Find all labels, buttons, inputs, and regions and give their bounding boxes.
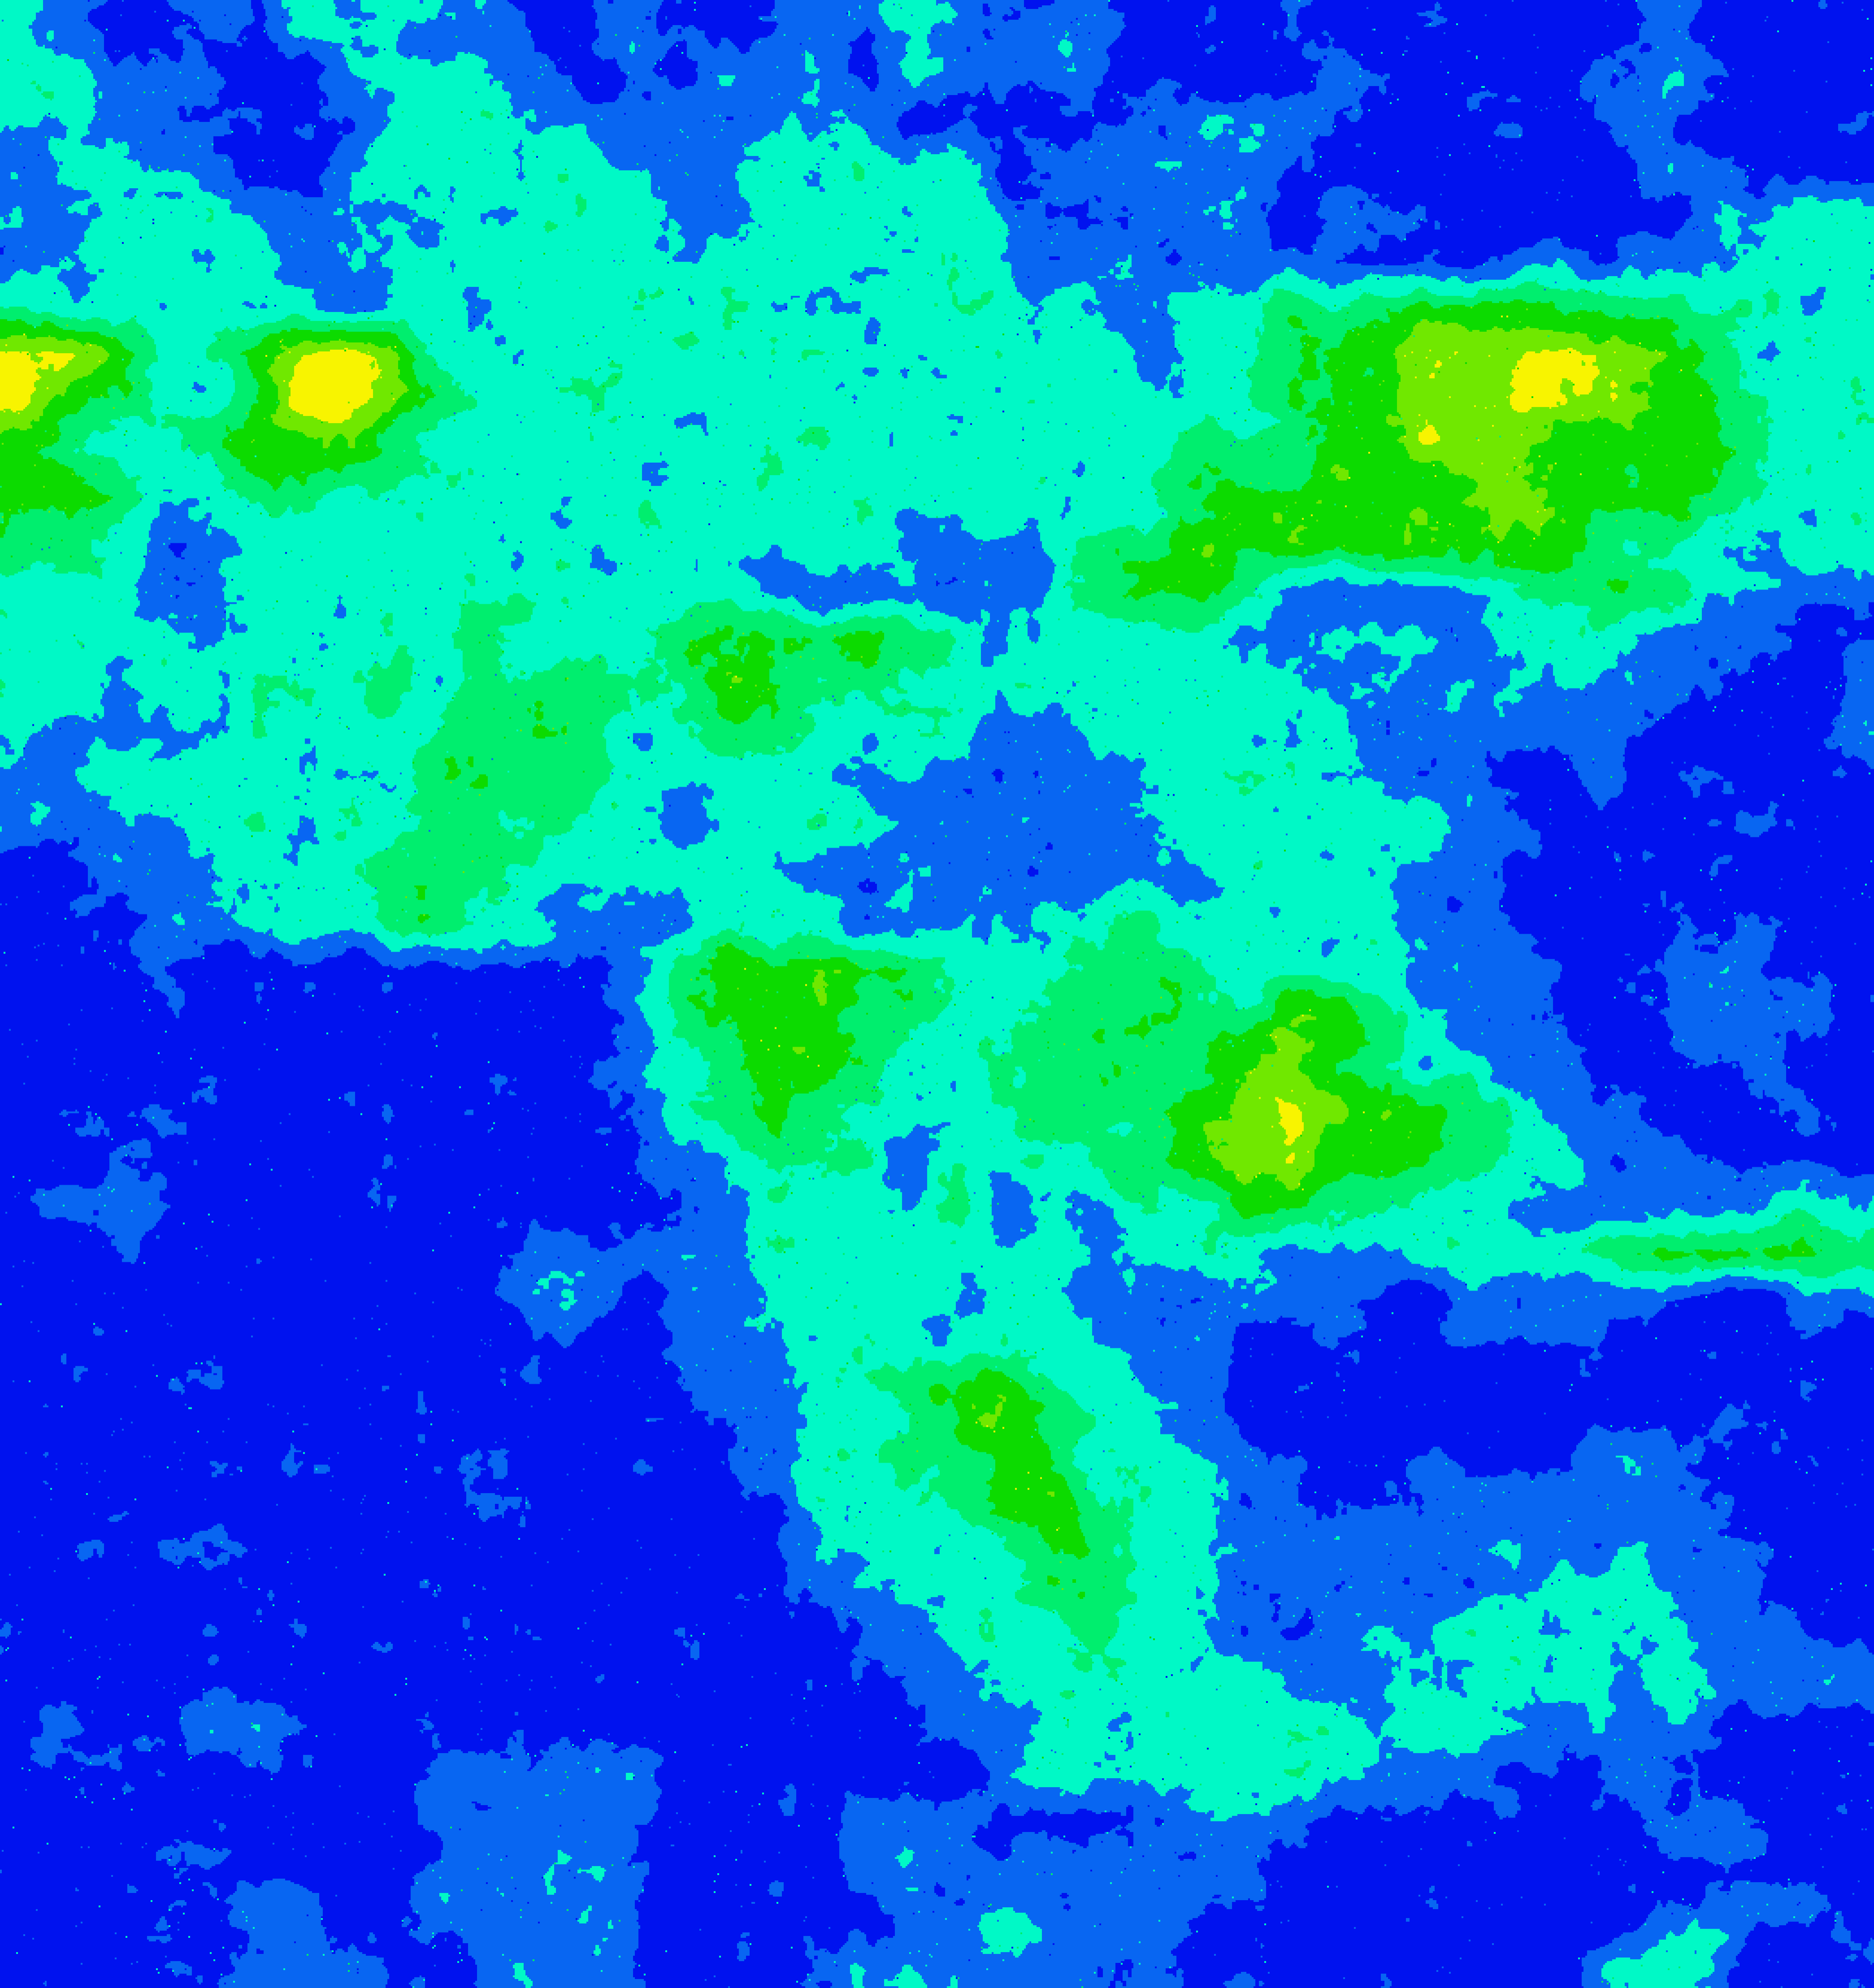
weather-map (0, 0, 1874, 1988)
weather-map-canvas (0, 0, 1874, 1988)
